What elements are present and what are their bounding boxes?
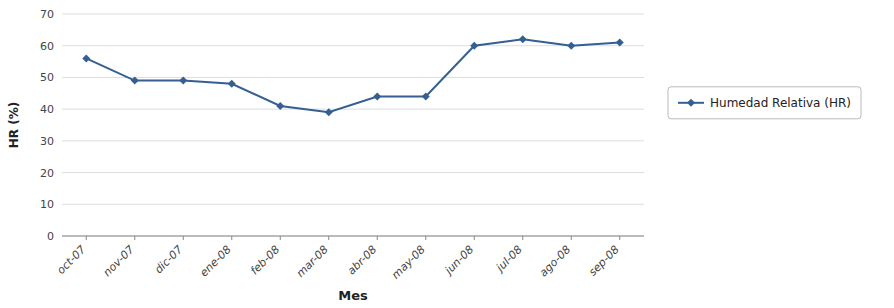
data-point (325, 108, 333, 116)
x-tick (86, 236, 87, 240)
data-point (228, 80, 236, 88)
x-tick (522, 236, 523, 240)
legend-marker (687, 99, 695, 107)
x-tick-label: ago-08 (537, 243, 573, 279)
x-tick (377, 236, 378, 240)
x-tick (425, 236, 426, 240)
x-tick (619, 236, 620, 240)
y-tick-label: 30 (40, 135, 54, 148)
y-tick-label: 20 (40, 167, 54, 180)
series-line (86, 39, 620, 112)
x-axis: oct-07 nov-07 dic-07 ene-08 feb-08 mar-08 abr-… (54, 236, 644, 281)
chart-container: 0 10 20 30 40 50 60 70 oct-07 nov-07 dic-07 ene-08 f… (0, 0, 894, 308)
data-point (470, 42, 478, 50)
x-tick-label: jul-08 (492, 243, 525, 276)
grid-line (62, 204, 644, 205)
x-tick-label: abr-08 (345, 243, 379, 277)
legend-frame (668, 87, 861, 119)
x-tick (231, 236, 232, 240)
y-axis: 0 10 20 30 40 50 60 70 (40, 8, 644, 243)
x-tick-label: dic-07 (152, 243, 185, 276)
grid-line (62, 14, 644, 15)
data-point (131, 77, 139, 85)
x-tick-label: ene-08 (197, 243, 233, 279)
data-point (373, 92, 381, 100)
legend-label: Humedad Relativa (HR) (710, 96, 851, 110)
grid-line (62, 77, 644, 78)
x-tick-label: sep-08 (586, 243, 622, 279)
data-point (179, 77, 187, 85)
legend: Humedad Relativa (HR) (668, 87, 861, 119)
y-tick-label: 10 (40, 198, 54, 211)
x-tick-label: jun-08 (441, 243, 476, 278)
y-tick-label: 70 (40, 8, 54, 21)
y-tick-label: 40 (40, 103, 54, 116)
grid-line (62, 172, 644, 173)
x-tick (474, 236, 475, 240)
y-tick-label: 0 (47, 230, 54, 243)
data-point (519, 35, 527, 43)
data-point (422, 92, 430, 100)
x-tick (134, 236, 135, 240)
grid-line (62, 140, 644, 141)
x-tick (571, 236, 572, 240)
x-tick-label: nov-07 (101, 243, 137, 279)
x-tick-label: mar-08 (294, 243, 331, 280)
data-point (616, 39, 624, 47)
x-tick (328, 236, 329, 240)
grid-line (62, 45, 644, 46)
y-tick-label: 50 (40, 71, 54, 84)
x-axis-label: Mes (338, 288, 368, 303)
x-tick (183, 236, 184, 240)
data-point (82, 54, 90, 62)
x-axis-line (62, 236, 644, 237)
chart-svg: 0 10 20 30 40 50 60 70 oct-07 nov-07 dic-07 ene-08 f… (0, 0, 894, 308)
y-tick-label: 60 (40, 40, 54, 53)
x-tick-label: oct-07 (54, 243, 88, 277)
plot-area (82, 35, 624, 116)
grid-line (62, 236, 644, 237)
x-tick-label: may-08 (389, 243, 428, 282)
x-tick-label: feb-08 (248, 243, 282, 277)
data-point (567, 42, 575, 50)
x-tick (280, 236, 281, 240)
data-point (276, 102, 284, 110)
grid-line (62, 109, 644, 110)
y-axis-label: HR (%) (7, 102, 21, 148)
